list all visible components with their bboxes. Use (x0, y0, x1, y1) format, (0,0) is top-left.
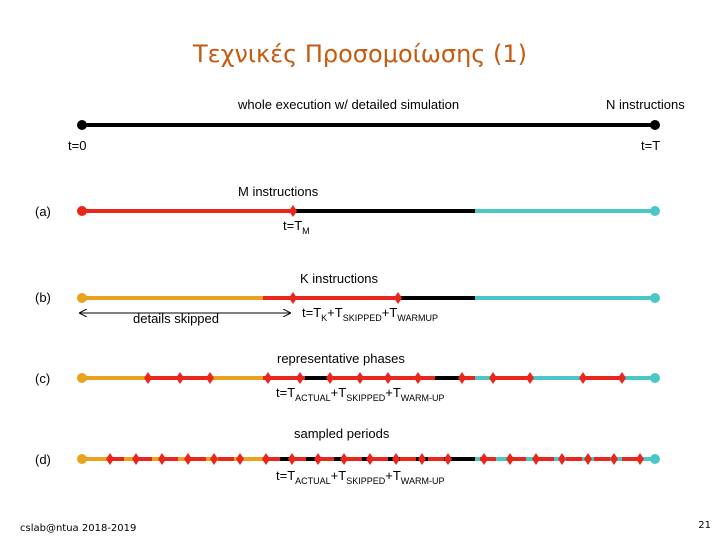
d-marker (210, 453, 218, 465)
footer-course-label: cslab@ntua 2018-2019 (20, 523, 137, 534)
row-c-label: (c) (35, 371, 50, 386)
d-marker (236, 453, 244, 465)
d-marker (392, 453, 400, 465)
d-marker (480, 453, 488, 465)
row-b-label: (b) (35, 290, 51, 305)
c-marker (414, 372, 422, 384)
c-marker (144, 372, 152, 384)
d-marker (532, 453, 540, 465)
d-marker (444, 453, 452, 465)
end-point (650, 120, 660, 130)
a-end-point (650, 206, 660, 216)
m-instructions-label: M instructions (238, 184, 319, 199)
d-marker (340, 453, 348, 465)
d-marker (418, 453, 426, 465)
d-marker (584, 453, 592, 465)
c-marker (264, 372, 272, 384)
c-end-point (650, 373, 660, 383)
b-marker-2 (394, 292, 402, 304)
b-end-point (650, 293, 660, 303)
d-marker (506, 453, 514, 465)
a-marker (289, 205, 297, 217)
d-time-label: t=TACTUAL+TSKIPPED+TWARM-UP (276, 468, 444, 486)
d-marker (610, 453, 618, 465)
c-marker (579, 372, 587, 384)
d-marker (132, 453, 140, 465)
c-marker (206, 372, 214, 384)
c-marker (458, 372, 466, 384)
d-start-point (77, 454, 87, 464)
c-start-point (77, 373, 87, 383)
row-d-label: (d) (35, 452, 51, 467)
c-marker (326, 372, 334, 384)
t0-label: t=0 (68, 138, 86, 153)
d-marker (558, 453, 566, 465)
a-time-label: t=TM (283, 218, 310, 236)
row-a-label: (a) (35, 204, 51, 219)
c-marker (384, 372, 392, 384)
c-time-label: t=TACTUAL+TSKIPPED+TWARM-UP (276, 385, 444, 403)
d-end-point (650, 454, 660, 464)
b-start-point (77, 293, 87, 303)
c-marker (618, 372, 626, 384)
c-marker (489, 372, 497, 384)
c-marker (296, 372, 304, 384)
d-marker (184, 453, 192, 465)
c-marker (356, 372, 364, 384)
d-marker (288, 453, 296, 465)
a-start-point (77, 206, 87, 216)
c-marker (526, 372, 534, 384)
tT-label: t=T (641, 138, 660, 153)
c-markers (144, 372, 626, 384)
c-marker (176, 372, 184, 384)
b-time-label: t=TK+TSKIPPED+TWARMUP (302, 305, 438, 323)
details-skipped-label: details skipped (133, 311, 219, 326)
d-marker (636, 453, 644, 465)
d-marker (366, 453, 374, 465)
d-marker (262, 453, 270, 465)
representative-phases-label: representative phases (277, 351, 405, 366)
n-instructions-label: N instructions (606, 97, 685, 112)
start-point (77, 120, 87, 130)
k-instructions-label: K instructions (300, 271, 379, 286)
d-markers (106, 453, 644, 465)
d-marker (158, 453, 166, 465)
sampled-periods-label: sampled periods (294, 426, 390, 441)
whole-execution-label: whole execution w/ detailed simulation (237, 97, 459, 112)
b-marker-1 (289, 292, 297, 304)
d-marker (314, 453, 322, 465)
d-marker (106, 453, 114, 465)
slide-title: Τεχνικές Προσομοίωσης (1) (192, 40, 528, 68)
page-number: 21 (698, 520, 711, 531)
